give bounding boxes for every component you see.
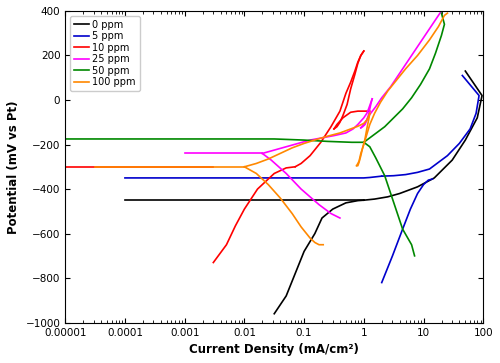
5 ppm: [301, 176, 307, 180]
25 ppm: [218, 151, 224, 156]
10 ppm: [92, 164, 98, 169]
100 ppm: [212, 164, 218, 169]
100 ppm: [92, 164, 98, 169]
Legend: 0 ppm, 5 ppm, 10 ppm, 25 ppm, 50 ppm, 100 ppm: 0 ppm, 5 ppm, 10 ppm, 25 ppm, 50 ppm, 10…: [70, 16, 140, 91]
0 ppm: [260, 198, 266, 202]
5 ppm: [212, 176, 218, 180]
50 ppm: [349, 140, 355, 144]
0 ppm: [242, 198, 248, 202]
50 ppm: [361, 140, 367, 144]
Line: 5 ppm: 5 ppm: [125, 176, 382, 178]
5 ppm: [361, 176, 367, 180]
5 ppm: [319, 176, 325, 180]
5 ppm: [373, 175, 379, 179]
5 ppm: [337, 176, 343, 180]
25 ppm: [260, 151, 266, 156]
10 ppm: [62, 164, 68, 169]
10 ppm: [152, 164, 158, 169]
100 ppm: [182, 164, 188, 169]
25 ppm: [242, 151, 248, 156]
Line: 50 ppm: 50 ppm: [65, 139, 364, 142]
5 ppm: [367, 175, 373, 180]
0 ppm: [331, 198, 337, 202]
10 ppm: [182, 164, 188, 169]
100 ppm: [122, 164, 128, 169]
50 ppm: [122, 137, 128, 141]
50 ppm: [337, 140, 343, 144]
50 ppm: [242, 137, 248, 141]
50 ppm: [289, 138, 295, 142]
0 ppm: [122, 198, 128, 202]
25 ppm: [200, 151, 205, 156]
0 ppm: [301, 198, 307, 202]
Y-axis label: Potential (mV vs Pt): Potential (mV vs Pt): [7, 100, 20, 233]
10 ppm: [122, 164, 128, 169]
X-axis label: Current Density (mA/cm²): Current Density (mA/cm²): [190, 343, 359, 356]
25 ppm: [182, 151, 188, 156]
0 ppm: [152, 198, 158, 202]
5 ppm: [378, 174, 384, 178]
5 ppm: [283, 176, 289, 180]
50 ppm: [325, 139, 331, 144]
0 ppm: [212, 198, 218, 202]
10 ppm: [210, 164, 216, 169]
5 ppm: [260, 176, 266, 180]
50 ppm: [62, 137, 68, 141]
50 ppm: [182, 137, 188, 141]
0 ppm: [349, 198, 355, 202]
5 ppm: [182, 176, 188, 180]
5 ppm: [242, 176, 248, 180]
0 ppm: [361, 198, 367, 202]
50 ppm: [313, 139, 319, 143]
5 ppm: [152, 176, 158, 180]
5 ppm: [349, 176, 355, 180]
50 ppm: [271, 137, 277, 141]
50 ppm: [301, 138, 307, 142]
0 ppm: [271, 198, 277, 202]
5 ppm: [122, 176, 128, 180]
100 ppm: [242, 164, 248, 169]
0 ppm: [182, 198, 188, 202]
100 ppm: [152, 164, 158, 169]
